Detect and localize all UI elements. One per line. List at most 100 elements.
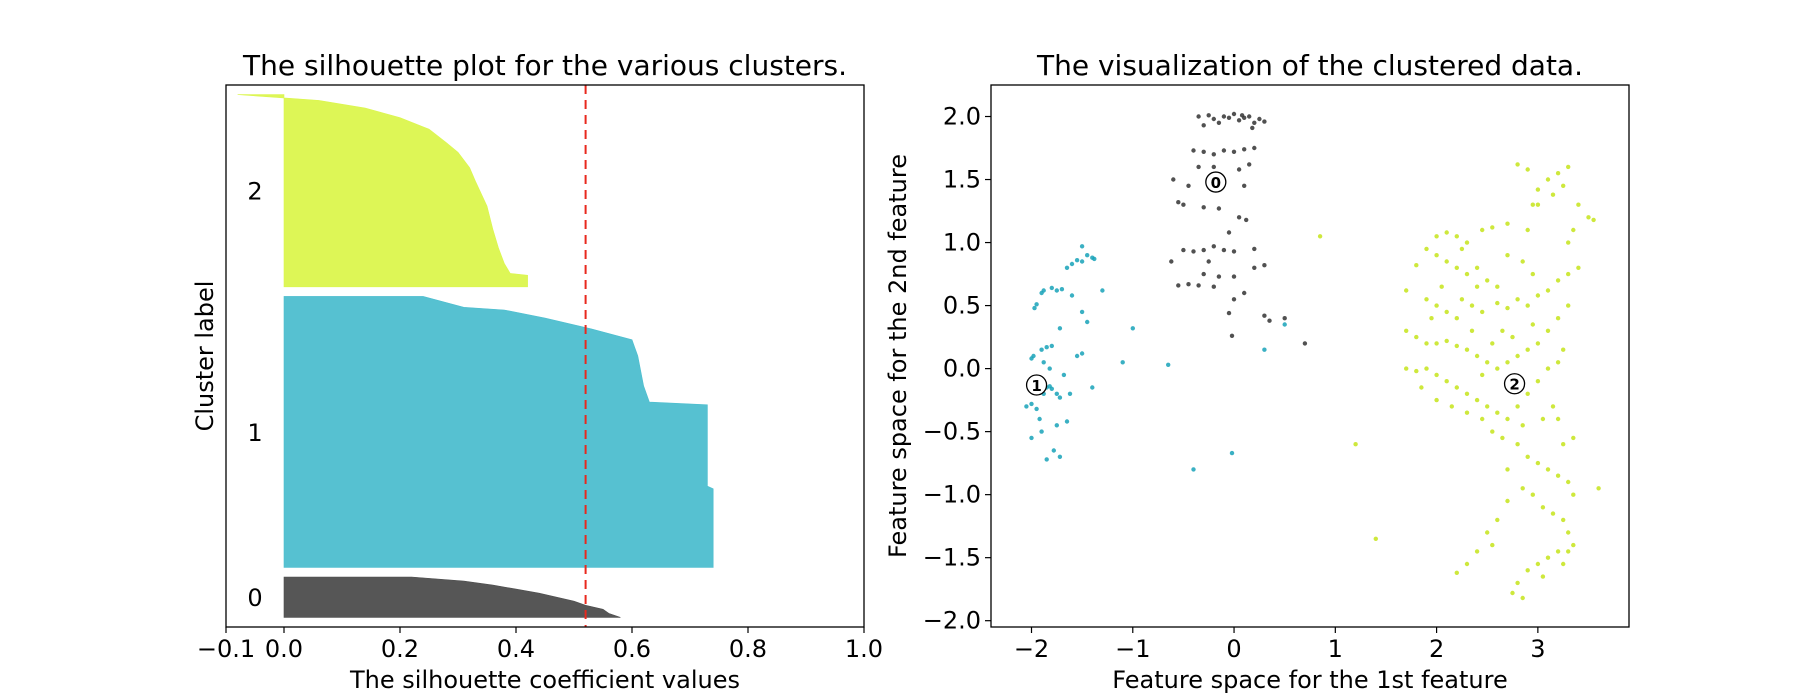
- scatter-y-label: Feature space for the 2nd feature: [884, 154, 912, 558]
- point-cluster-2: [1505, 360, 1510, 365]
- point-cluster-2: [1520, 259, 1525, 264]
- silhouette-cluster-2: [237, 94, 528, 288]
- scatter-title: The visualization of the clustered data.: [1036, 49, 1583, 82]
- point-cluster-2: [1449, 404, 1455, 409]
- point-cluster-2: [1454, 265, 1460, 270]
- point-cluster-2: [1535, 202, 1541, 207]
- point-cluster-2: [1550, 404, 1556, 409]
- scatter-y-tick-label: −0.5: [923, 418, 981, 446]
- point-cluster-2: [1571, 227, 1576, 233]
- point-cluster-0: [1236, 215, 1242, 220]
- point-cluster-1: [1041, 360, 1046, 365]
- point-cluster-2: [1535, 341, 1541, 346]
- point-cluster-1: [1229, 450, 1235, 456]
- point-cluster-1: [1029, 401, 1034, 407]
- point-cluster-1: [1051, 448, 1057, 453]
- point-cluster-2: [1505, 305, 1510, 311]
- point-cluster-2: [1571, 542, 1576, 548]
- scatter-y-tick-label: 1.0: [943, 229, 981, 257]
- point-cluster-0: [1196, 164, 1201, 170]
- point-cluster-2: [1495, 410, 1500, 415]
- point-cluster-2: [1474, 549, 1480, 554]
- point-cluster-1: [1092, 256, 1097, 262]
- point-cluster-1: [1039, 347, 1044, 352]
- point-cluster-0: [1262, 263, 1267, 268]
- point-cluster-1: [1039, 429, 1044, 434]
- point-cluster-2: [1540, 505, 1546, 510]
- point-cluster-2: [1515, 442, 1520, 447]
- point-cluster-0: [1231, 297, 1237, 302]
- point-cluster-2: [1515, 297, 1520, 302]
- scatter-y-tick-label: 0.0: [943, 355, 981, 383]
- point-cluster-1: [1054, 288, 1060, 293]
- point-cluster-2: [1525, 391, 1530, 396]
- silhouette-x-label: The silhouette coefficient values: [349, 666, 740, 694]
- point-cluster-1: [1120, 360, 1125, 365]
- point-cluster-2: [1480, 372, 1485, 378]
- point-cluster-0: [1181, 202, 1186, 207]
- point-cluster-0: [1206, 113, 1211, 118]
- point-cluster-2: [1561, 442, 1566, 447]
- point-cluster-2: [1480, 416, 1485, 422]
- point-cluster-2: [1434, 372, 1439, 378]
- point-cluster-0: [1169, 259, 1174, 264]
- point-cluster-1: [1061, 372, 1067, 378]
- center-marker-0: [1205, 171, 1227, 193]
- point-cluster-0: [1236, 167, 1242, 172]
- point-cluster-0: [1262, 119, 1267, 124]
- point-cluster-2: [1545, 328, 1551, 333]
- point-cluster-2: [1434, 397, 1439, 403]
- point-cluster-2: [1535, 561, 1541, 567]
- point-cluster-2: [1566, 530, 1571, 535]
- point-cluster-2: [1571, 492, 1576, 497]
- point-cluster-2: [1464, 410, 1470, 415]
- point-cluster-2: [1480, 227, 1485, 233]
- point-cluster-1: [1029, 435, 1034, 441]
- point-cluster-1: [1044, 345, 1049, 350]
- point-cluster-2: [1530, 271, 1536, 277]
- silhouette-fills: [237, 94, 714, 618]
- scatter-x-ticks: −2 −1 0 1 2 3: [1014, 627, 1545, 663]
- point-cluster-2: [1535, 187, 1541, 192]
- scatter-y-tick-label: −1.0: [923, 481, 981, 509]
- point-cluster-0: [1262, 313, 1267, 318]
- scatter-x-tick-label: −2: [1014, 635, 1049, 663]
- point-cluster-0: [1239, 113, 1245, 118]
- point-cluster-0: [1211, 164, 1217, 170]
- point-cluster-2: [1520, 486, 1525, 491]
- point-cluster-2: [1454, 234, 1460, 239]
- point-cluster-0: [1201, 271, 1206, 277]
- point-cluster-2: [1474, 397, 1480, 403]
- point-cluster-1: [1130, 326, 1136, 331]
- scatter-x-tick-label: 0: [1226, 635, 1241, 663]
- point-cluster-2: [1434, 234, 1439, 239]
- point-cluster-2: [1490, 225, 1495, 230]
- point-cluster-2: [1373, 536, 1379, 541]
- point-cluster-2: [1444, 309, 1449, 315]
- point-cluster-2: [1505, 467, 1510, 472]
- center-label-0: 0: [1211, 174, 1221, 192]
- point-cluster-1: [1024, 404, 1029, 409]
- silhouette-axes-frame: [225, 84, 865, 628]
- point-cluster-2: [1515, 404, 1520, 409]
- point-cluster-2: [1454, 570, 1460, 575]
- point-cluster-2: [1464, 561, 1470, 567]
- point-cluster-0: [1302, 341, 1308, 346]
- point-cluster-0: [1196, 283, 1201, 288]
- point-cluster-2: [1490, 341, 1495, 346]
- point-cluster-2: [1500, 328, 1505, 333]
- point-cluster-2: [1480, 309, 1485, 315]
- point-cluster-0: [1226, 115, 1232, 121]
- point-cluster-1: [1049, 343, 1055, 349]
- point-cluster-2: [1515, 353, 1520, 359]
- point-cluster-0: [1252, 246, 1257, 252]
- point-cluster-2: [1414, 334, 1419, 340]
- point-cluster-2: [1490, 542, 1495, 548]
- point-cluster-1: [1074, 353, 1080, 359]
- point-cluster-2: [1459, 246, 1465, 252]
- point-cluster-0: [1186, 183, 1191, 188]
- point-cluster-2: [1485, 360, 1490, 365]
- point-cluster-0: [1201, 123, 1206, 128]
- scatter-y-ticks: −2.0 −1.5 −1.0 −0.5 0.0 0.5 1.0 1.5 2.0: [923, 103, 991, 635]
